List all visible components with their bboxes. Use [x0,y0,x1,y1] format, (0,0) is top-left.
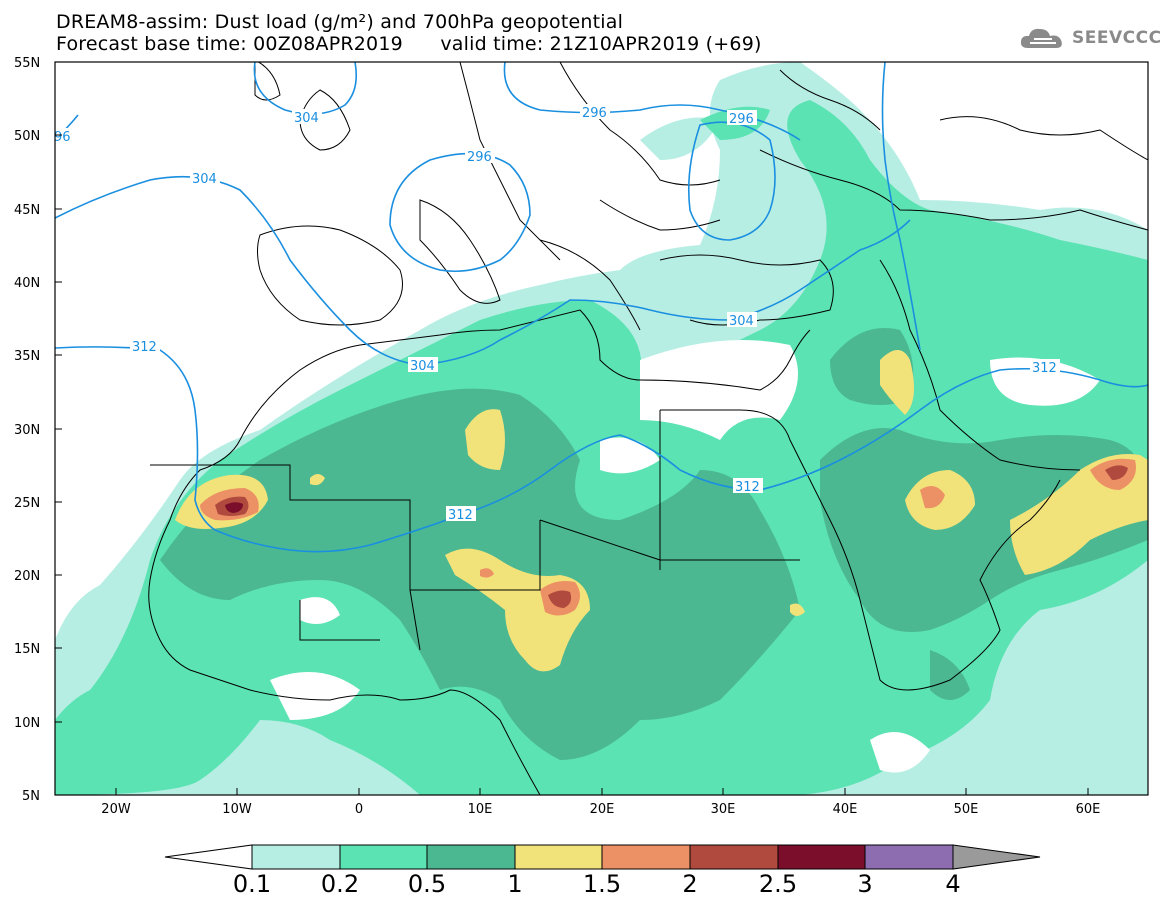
lon-label: 60E [1076,802,1101,817]
colorbar-label: 0.1 [232,870,272,898]
logo-text: SEEVCCC [1072,28,1162,48]
colorbar-label: 2 [682,870,698,898]
lat-label: 5N [22,789,40,804]
cloud-logo-icon [1020,28,1062,48]
lat-label: 35N [14,349,40,364]
colorbar-label: 1.5 [582,870,622,898]
contour-label: 304 [294,111,319,126]
lat-label: 20N [14,569,40,584]
colorbar [164,844,1041,870]
longitude-axis [115,788,1089,795]
colorbar-segment [689,844,779,870]
longitude-labels: 20W 10W 0 10E 20E 30E 40E 50E 60E [101,802,1100,817]
colorbar-segment [864,844,954,870]
lat-label: 10N [14,716,40,731]
contour-label: 96 [54,130,71,145]
latitude-axis [55,61,62,796]
colorbar-label: 2.5 [758,870,798,898]
colorbar-label: 1 [507,870,523,898]
colorbar-segment [339,844,428,870]
contour-label: 312 [735,480,760,495]
lon-label: 30E [711,802,736,817]
colorbar-segment [777,844,866,870]
lat-label: 40N [14,276,40,291]
contour-label: 304 [410,359,435,374]
contour-label: 296 [582,106,607,121]
colorbar-segment [514,844,603,870]
colorbar-label: 0.5 [407,870,447,898]
colorbar-segment [952,844,1041,870]
lon-label: 0 [355,802,363,817]
colorbar-label: 3 [857,870,873,898]
contour-label: 312 [1032,361,1057,376]
lon-label: 20E [590,802,615,817]
dust-clear-areas [270,340,1100,773]
lat-label: 55N [14,56,40,71]
lon-label: 40E [833,802,858,817]
colorbar-segment [601,844,691,870]
contour-label: 304 [729,314,754,329]
lat-label: 50N [14,129,40,144]
seevccc-logo: SEEVCCC [1018,24,1162,52]
colorbar-segment [426,844,516,870]
contour-label: 312 [132,340,157,355]
map-area: 304 296 96 304 296 296 312 304 304 312 3… [54,62,1148,795]
dust-layer-2.5 [225,502,243,513]
lat-label: 15N [14,642,40,657]
colorbar-segment [164,844,253,870]
latitude-labels: 55N 50N 45N 40N 35N 30N 25N 20N 15N 10N … [14,56,40,804]
lon-label: 10W [222,802,252,817]
colorbar-segment [251,844,341,870]
contour-label: 304 [192,172,217,187]
map-subtitle: Forecast base time: 00Z08APR2019 valid t… [56,33,762,55]
lat-label: 25N [14,496,40,511]
contour-label: 296 [467,150,492,165]
contour-labels: 304 296 96 304 296 296 312 304 304 312 3… [54,104,1060,523]
lon-label: 10E [468,802,493,817]
lat-label: 30N [14,423,40,438]
map-title: DREAM8-assim: Dust load (g/m²) and 700hP… [56,11,624,33]
colorbar-label: 0.2 [320,870,360,898]
contour-label: 296 [729,112,754,127]
colorbar-label: 4 [945,870,961,898]
lon-label: 50E [954,802,979,817]
lat-label: 45N [14,203,40,218]
contour-label: 312 [448,508,473,523]
coastlines-borders [148,62,1148,795]
lon-label: 20W [101,802,131,817]
